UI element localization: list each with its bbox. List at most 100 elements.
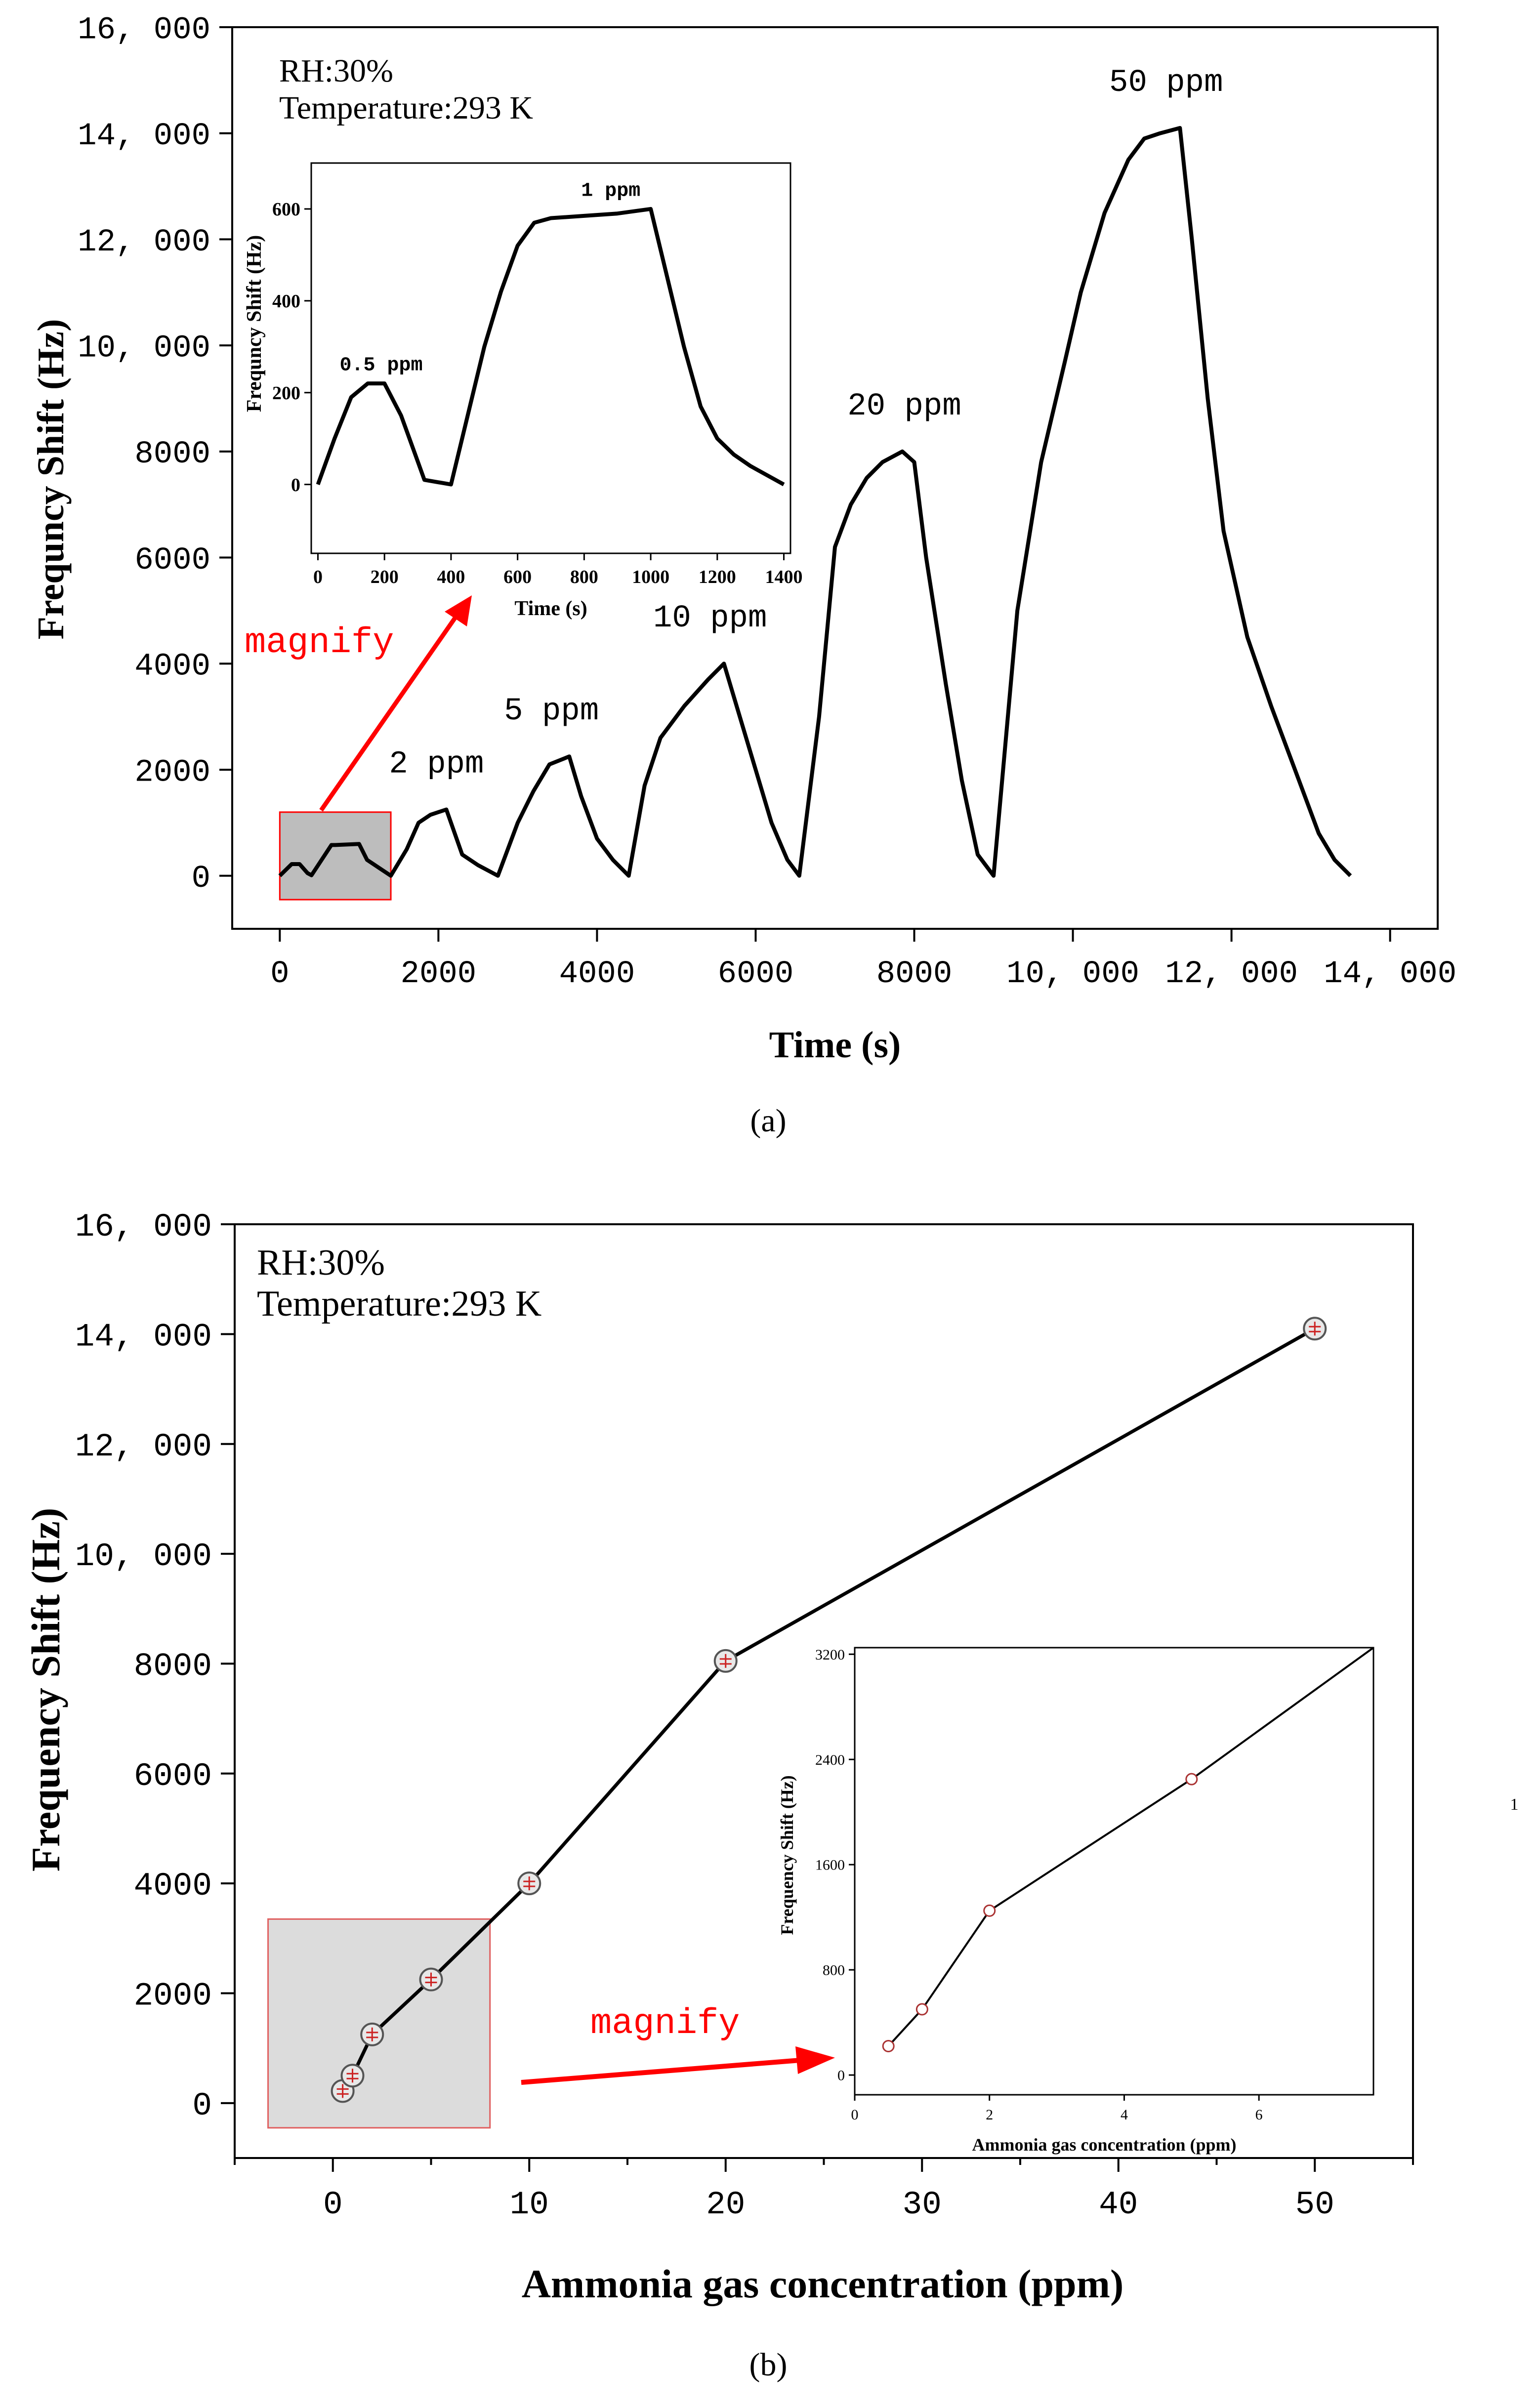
panel-a-inset-ytick-label: 600 bbox=[272, 199, 300, 220]
panel-b-data-point bbox=[419, 1967, 443, 1992]
panel-b-condition-temp: Temperature:293 K bbox=[257, 1284, 541, 1324]
panel-a-peak-label: 20 ppm bbox=[847, 389, 961, 424]
panel-b-inset-xtick-label: 4 bbox=[1121, 2107, 1128, 2123]
panel-b-inset-marker bbox=[983, 1904, 996, 1917]
panel-a-axes: 0 2000 4000 6000 8000 10, 000 12, 000 14, 00002… bbox=[78, 12, 1456, 992]
panel-a-inset-xtick-label: 800 bbox=[570, 567, 598, 587]
panel-b-highlight-box bbox=[267, 1918, 491, 2129]
panel-b-ytick-label: 6000 bbox=[134, 1758, 212, 1795]
panel-b-inset-ylabel: Frequency Shift (Hz) bbox=[777, 1775, 797, 1935]
panel-b-data-point bbox=[517, 1871, 541, 1896]
panel-b-xtick-label: 40 bbox=[1099, 2186, 1138, 2223]
panel-b-magnify-arrowhead bbox=[795, 2046, 835, 2074]
panel-a-ytick-label: 14, 000 bbox=[78, 119, 210, 154]
panel-a-ytick-label: 10, 000 bbox=[78, 331, 210, 367]
panel-b-inset-ytick-label: 1600 bbox=[815, 1857, 845, 1873]
panel-b-ytick-label: 0 bbox=[192, 2087, 212, 2124]
panel-a-inset-xtick-label: 0 bbox=[313, 567, 323, 587]
panel-b-inset-xtick-label: 0 bbox=[851, 2107, 859, 2123]
panel-a-ytick-label: 6000 bbox=[134, 543, 210, 579]
panel-a-inset-peak-label: 0.5 ppm bbox=[339, 354, 422, 376]
panel-a-xtick-label: 14, 000 bbox=[1324, 956, 1456, 992]
panel-a-xtick-label: 12, 000 bbox=[1165, 956, 1298, 992]
panel-a-xtick-label: 8000 bbox=[876, 956, 953, 992]
panel-b-data-point bbox=[713, 1649, 738, 1673]
panel-b-ytick-label: 8000 bbox=[134, 1648, 212, 1685]
panel-b-ytick-label: 16, 000 bbox=[75, 1208, 212, 1246]
panel-b-inset-marker bbox=[1185, 1773, 1198, 1785]
panel-b-label: (b) bbox=[749, 2347, 788, 2383]
margin-note: 1 bbox=[1510, 1795, 1519, 1814]
panel-a-ytick-label: 16, 000 bbox=[78, 12, 210, 48]
panel-a-magnify-label: magnify bbox=[245, 623, 394, 663]
panel-a-inset-xlabel: Time (s) bbox=[514, 597, 587, 620]
panel-a-xlabel: Time (s) bbox=[769, 1024, 901, 1066]
panel-b-inset-marker bbox=[882, 2040, 895, 2053]
panel-a-ytick-label: 8000 bbox=[134, 437, 210, 472]
panel-a-inset-ylabel: Frequncy Shift (Hz) bbox=[243, 235, 266, 413]
panel-a-inset-xtick-label: 600 bbox=[503, 567, 532, 587]
panel-a-peak-label: 50 ppm bbox=[1109, 65, 1223, 101]
panel-a-xtick-label: 4000 bbox=[559, 956, 635, 992]
panel-b-inset-marker bbox=[915, 2003, 928, 2016]
panel-b-ytick-label: 10, 000 bbox=[75, 1538, 212, 1575]
panel-a-inset-xtick-label: 1000 bbox=[632, 567, 669, 587]
panel-b-inset: 0 2 4 6 0 800 1600 2400 3200 Ammonia gas concent… bbox=[777, 1647, 1374, 2155]
panel-b-ylabel: Frequency Shift (Hz) bbox=[23, 1508, 68, 1871]
panel-a-inset-xtick-label: 1200 bbox=[699, 567, 736, 587]
panel-b-inset-xlabel: Ammonia gas concentration (ppm) bbox=[972, 2135, 1237, 2155]
panel-a-ytick-label: 12, 000 bbox=[78, 225, 210, 260]
panel-b-xtick-label: 50 bbox=[1295, 2186, 1334, 2223]
panel-a-inset-line bbox=[316, 207, 785, 487]
panel-a-peak-label: 2 ppm bbox=[389, 747, 484, 782]
panel-b-magnify-label: magnify bbox=[590, 2003, 740, 2044]
panel-b-ytick-label: 4000 bbox=[134, 1868, 212, 1905]
panel-a-frame bbox=[231, 26, 1439, 930]
panel-b-xlabel: Ammonia gas concentration (ppm) bbox=[522, 2261, 1124, 2306]
panel-a-inset-xtick-label: 400 bbox=[437, 567, 465, 587]
panel-a-condition-temp: Temperature:293 K bbox=[279, 90, 533, 126]
panel-a-xtick-label: 0 bbox=[270, 956, 289, 992]
panel-b-magnify-arrow bbox=[521, 2058, 801, 2085]
panel-b-ytick-label: 14, 000 bbox=[75, 1318, 212, 1355]
panel-b-xtick-label: 30 bbox=[903, 2186, 942, 2223]
panel-b-condition-rh: RH:30% bbox=[257, 1243, 385, 1283]
panel-a-ytick-label: 0 bbox=[192, 861, 210, 897]
panel-b-inset-ytick-label: 800 bbox=[823, 1962, 845, 1979]
panel-a-ylabel: Frequncy Shift (Hz) bbox=[30, 319, 72, 640]
panel-a-xtick-label: 10, 000 bbox=[1006, 956, 1139, 992]
panel-a-inset-peak-label: 1 ppm bbox=[581, 180, 640, 202]
panel-a-inset-ytick-label: 200 bbox=[272, 383, 300, 404]
panel-b-inset-xtick-label: 6 bbox=[1255, 2107, 1263, 2123]
panel-a-ytick-label: 2000 bbox=[134, 755, 210, 790]
panel-a-label: (a) bbox=[750, 1103, 786, 1139]
panel-b-xtick-label: 20 bbox=[706, 2186, 745, 2223]
panel-a: 0 2000 4000 6000 8000 10, 000 12, 000 14, 00002… bbox=[30, 12, 1456, 1139]
panel-b-data-point bbox=[360, 2022, 384, 2046]
panel-b-inset-xtick-label: 2 bbox=[986, 2107, 993, 2123]
panel-a-inset: 0 200 400 600 800 1000 1200 1400 0 200 400 600 0.5 … bbox=[243, 162, 803, 620]
panel-a-xtick-label: 2000 bbox=[401, 956, 477, 992]
panel-a-magnify-arrow bbox=[319, 614, 459, 812]
panel-b-ytick-label: 12, 000 bbox=[75, 1428, 212, 1465]
panel-b-xtick-label: 10 bbox=[510, 2186, 549, 2223]
panel-a-magnify-arrowhead bbox=[445, 595, 472, 626]
panel-a-inset-ytick-label: 400 bbox=[272, 291, 300, 312]
panel-a-inset-xtick-label: 1400 bbox=[765, 567, 803, 587]
panel-a-ytick-label: 4000 bbox=[134, 649, 210, 685]
panel-a-peak-label: 10 ppm bbox=[653, 601, 767, 636]
panel-a-xtick-label: 6000 bbox=[718, 956, 794, 992]
panel-b-xtick-label: 0 bbox=[323, 2186, 343, 2223]
panel-b-data-point bbox=[1303, 1317, 1327, 1341]
panel-a-condition-rh: RH:30% bbox=[279, 53, 393, 89]
panel-a-peak-label: 5 ppm bbox=[504, 694, 599, 729]
panel-b-inset-frame bbox=[854, 1647, 1374, 2096]
panel-a-inset-frame bbox=[310, 162, 791, 554]
panel-b-ytick-label: 2000 bbox=[134, 1978, 212, 2015]
panel-a-response-line bbox=[278, 126, 1352, 878]
panel-b-inset-ytick-label: 2400 bbox=[815, 1752, 845, 1768]
panel-b-inset-ytick-label: 3200 bbox=[815, 1647, 845, 1663]
